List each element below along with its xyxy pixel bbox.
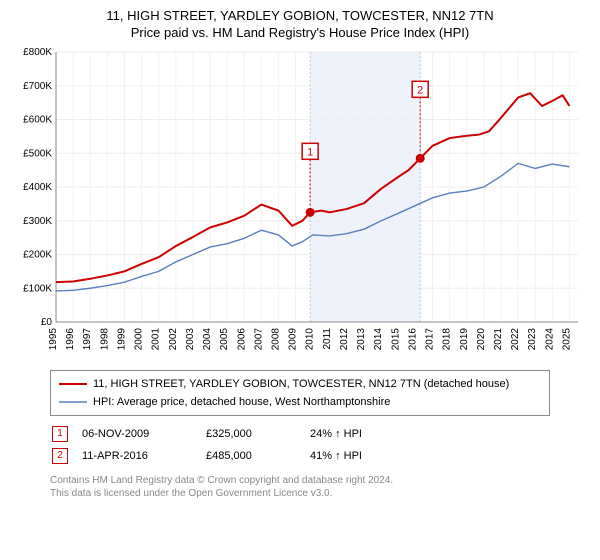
svg-text:2015: 2015 (390, 328, 401, 351)
sale-delta: 24% ↑ HPI (310, 424, 374, 444)
svg-text:2016: 2016 (407, 328, 418, 351)
sale-delta: 41% ↑ HPI (310, 446, 374, 466)
svg-text:2009: 2009 (288, 328, 299, 351)
svg-text:£400K: £400K (23, 182, 52, 193)
titles: 11, HIGH STREET, YARDLEY GOBION, TOWCEST… (10, 8, 590, 40)
svg-text:£300K: £300K (23, 216, 52, 227)
svg-text:2013: 2013 (356, 328, 367, 351)
sales-table: 1 06-NOV-2009£325,00024% ↑ HPI 2 11-APR-201… (50, 422, 376, 468)
svg-text:2001: 2001 (151, 328, 162, 351)
legend-item: HPI: Average price, detached house, West… (59, 393, 541, 411)
chart-subtitle: Price paid vs. HM Land Registry's House … (10, 25, 590, 40)
svg-text:£200K: £200K (23, 250, 52, 261)
sale-marker: 1 (52, 426, 68, 442)
legend-item: 11, HIGH STREET, YARDLEY GOBION, TOWCEST… (59, 375, 541, 393)
svg-text:2022: 2022 (510, 328, 521, 351)
svg-text:2021: 2021 (493, 328, 504, 351)
svg-text:2011: 2011 (322, 328, 333, 350)
legend-label: HPI: Average price, detached house, West… (93, 396, 390, 408)
svg-text:1: 1 (307, 146, 313, 158)
svg-text:£700K: £700K (23, 81, 52, 92)
svg-text:2006: 2006 (236, 328, 247, 351)
svg-text:2: 2 (417, 84, 423, 96)
svg-text:2007: 2007 (253, 328, 264, 351)
svg-text:2000: 2000 (134, 328, 145, 351)
svg-text:2018: 2018 (442, 328, 453, 351)
svg-text:2020: 2020 (476, 328, 487, 351)
svg-text:1996: 1996 (65, 328, 76, 351)
svg-text:2014: 2014 (373, 328, 384, 351)
footer-line2: This data is licensed under the Open Gov… (50, 487, 550, 500)
legend-swatch (59, 379, 87, 389)
svg-text:2002: 2002 (168, 328, 179, 351)
plot-area: £0 £100K £200K £300K £400K £500K £600K £700K £80… (10, 44, 590, 364)
svg-text:2010: 2010 (305, 328, 316, 351)
sale-marker: 2 (52, 448, 68, 464)
legend-label: 11, HIGH STREET, YARDLEY GOBION, TOWCEST… (93, 378, 509, 390)
svg-text:2023: 2023 (527, 328, 538, 351)
chart-container: 11, HIGH STREET, YARDLEY GOBION, TOWCEST… (0, 0, 600, 508)
svg-text:2025: 2025 (561, 328, 572, 351)
svg-text:2005: 2005 (219, 328, 230, 351)
sale-date: 06-NOV-2009 (82, 424, 204, 444)
svg-text:1997: 1997 (82, 328, 93, 351)
svg-text:1995: 1995 (48, 328, 59, 351)
footer: Contains HM Land Registry data © Crown c… (50, 474, 550, 500)
svg-text:1999: 1999 (116, 328, 127, 351)
sale-date: 11-APR-2016 (82, 446, 204, 466)
sale-price: £485,000 (206, 446, 308, 466)
svg-text:2017: 2017 (425, 328, 436, 351)
line-chart: £0 £100K £200K £300K £400K £500K £600K £700K £80… (10, 44, 590, 364)
svg-text:£0: £0 (41, 317, 53, 328)
svg-text:2012: 2012 (339, 328, 350, 351)
svg-text:£600K: £600K (23, 115, 52, 126)
svg-text:2019: 2019 (459, 328, 470, 351)
legend-swatch (59, 397, 87, 407)
chart-title: 11, HIGH STREET, YARDLEY GOBION, TOWCEST… (10, 8, 590, 23)
svg-text:2008: 2008 (270, 328, 281, 351)
svg-text:1998: 1998 (99, 328, 110, 351)
svg-text:2003: 2003 (185, 328, 196, 351)
legend: 11, HIGH STREET, YARDLEY GOBION, TOWCEST… (50, 370, 550, 416)
footer-line1: Contains HM Land Registry data © Crown c… (50, 474, 550, 487)
svg-text:£500K: £500K (23, 148, 52, 159)
svg-text:2004: 2004 (202, 328, 213, 351)
svg-text:£100K: £100K (23, 283, 52, 294)
svg-text:£800K: £800K (23, 47, 52, 58)
sale-row: 1 06-NOV-2009£325,00024% ↑ HPI (52, 424, 374, 444)
sale-row: 2 11-APR-2016£485,00041% ↑ HPI (52, 446, 374, 466)
svg-text:2024: 2024 (544, 328, 555, 351)
sale-price: £325,000 (206, 424, 308, 444)
